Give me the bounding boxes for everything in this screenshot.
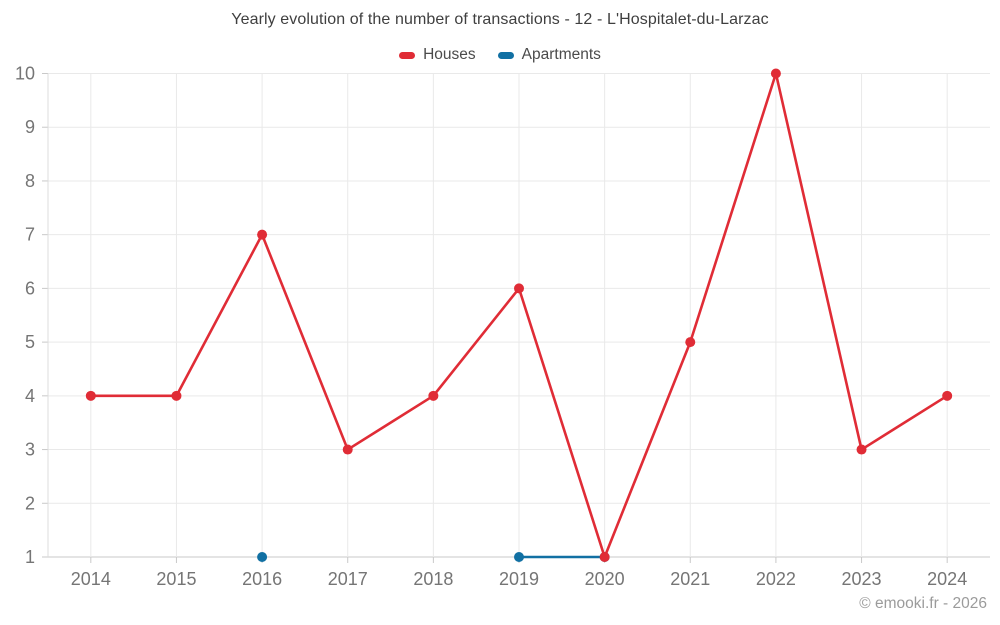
houses-data-point-2023 xyxy=(856,444,867,455)
x-axis-label: 2016 xyxy=(242,569,282,589)
houses-data-point-2014 xyxy=(85,390,96,401)
y-axis-label: 5 xyxy=(25,332,35,352)
apartments-legend-swatch-icon xyxy=(497,51,514,59)
y-axis-label: 7 xyxy=(25,225,35,245)
houses-legend-label: Houses xyxy=(423,46,476,63)
houses-data-point-2018 xyxy=(428,390,439,401)
houses-data-point-2015 xyxy=(171,390,182,401)
x-axis-label: 2020 xyxy=(585,569,625,589)
x-axis-label: 2014 xyxy=(71,569,111,589)
x-axis-label: 2021 xyxy=(670,569,710,589)
x-axis-label: 2019 xyxy=(499,569,539,589)
y-axis-label: 1 xyxy=(25,547,35,567)
houses-data-point-2016 xyxy=(257,229,268,240)
houses-data-point-2024 xyxy=(942,390,953,401)
x-axis-label: 2024 xyxy=(927,569,967,589)
houses-data-point-2020 xyxy=(599,552,610,562)
y-axis-label: 10 xyxy=(15,64,35,84)
houses-data-point-2017 xyxy=(342,444,353,455)
apartments-data-point-2016 xyxy=(257,552,268,562)
x-axis-label: 2018 xyxy=(413,569,453,589)
chart-title: Yearly evolution of the number of transa… xyxy=(231,11,769,28)
y-axis-label: 8 xyxy=(25,171,35,191)
y-axis-label: 4 xyxy=(25,386,35,406)
houses-data-point-2021 xyxy=(685,337,696,348)
legend-item-houses[interactable]: Houses xyxy=(399,46,476,64)
houses-legend-swatch-icon xyxy=(399,51,416,59)
y-axis-label: 3 xyxy=(25,440,35,460)
legend-item-apartments[interactable]: Apartments xyxy=(497,46,601,64)
x-axis-label: 2015 xyxy=(156,569,196,589)
houses-data-point-2019 xyxy=(514,283,524,294)
houses-data-point-2022 xyxy=(770,68,781,79)
y-axis-label: 2 xyxy=(25,493,35,513)
x-axis-label: 2017 xyxy=(328,569,368,589)
x-axis-label: 2023 xyxy=(842,569,882,589)
legend: Houses Apartments xyxy=(0,46,1000,64)
apartments-data-point-2019 xyxy=(514,552,524,562)
apartments-legend-label: Apartments xyxy=(521,46,601,63)
watermark: © emooki.fr - 2026 xyxy=(859,595,987,612)
y-axis-label: 6 xyxy=(25,278,35,298)
y-axis-label: 9 xyxy=(25,117,35,137)
x-axis-label: 2022 xyxy=(756,569,796,589)
